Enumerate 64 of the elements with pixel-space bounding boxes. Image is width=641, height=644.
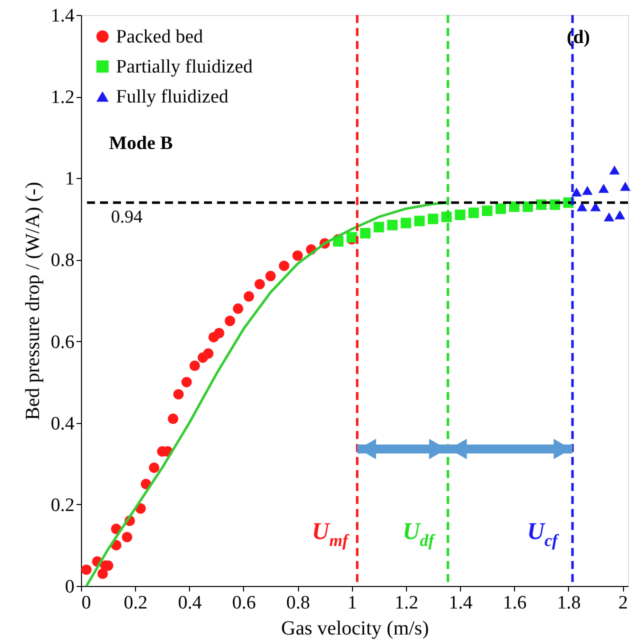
x-tick-label: 0.2 [124,592,148,614]
x-tick-label: 1.6 [502,592,527,614]
legend-label: Packed bed [116,26,204,48]
y-tick-label: 0.8 [50,250,74,272]
point [374,222,384,232]
point [604,212,614,222]
point [292,250,303,261]
point [265,270,276,282]
x-tick-label: 1 [348,592,358,614]
point [214,328,224,338]
point [590,202,601,212]
legend-label: Partially fluidized [116,56,254,78]
legend-label: Fully fluidized [116,86,229,108]
point [598,184,609,193]
point [173,389,184,400]
point [400,218,412,228]
x-tick-label: 0.4 [178,592,202,614]
point [454,210,466,220]
point [468,208,479,218]
x-axis-title: Gas velocity (m/s) [281,618,429,640]
point [482,206,492,216]
y-axis-title: Bed pressure drop / (W/A) (-) [22,182,44,420]
point [168,414,178,424]
x-tick-label: 1.4 [448,592,473,614]
y-tick-label: 1 [65,168,74,190]
point [181,376,192,388]
point [254,278,265,290]
x-tick-label: 0 [82,592,91,614]
ref-line-label: 0.94 [111,206,142,227]
point [614,210,626,220]
point [387,220,398,230]
point [81,564,92,575]
y-tick-label: 1.4 [50,6,75,26]
point [224,316,236,326]
point [148,462,160,473]
point [582,186,593,195]
y-tick-label: 0.2 [50,494,74,516]
y-tick-label: 0.6 [50,332,74,353]
point [609,165,620,175]
line-series [85,201,450,588]
x-tick-label: 1.2 [394,592,418,614]
point [495,203,506,214]
point [203,348,214,359]
point [244,291,254,302]
point [571,187,582,197]
point [278,260,290,272]
y-tick-label: 1.2 [50,87,74,108]
point [620,182,631,191]
x-tick-label: 1.8 [557,592,581,614]
point [122,532,132,542]
x-tick-label: 0.6 [232,592,256,614]
annotation: Mode B [109,133,174,154]
annotation: (d) [566,27,590,48]
y-tick-label: 0.4 [50,413,75,434]
point [97,568,108,579]
point [414,216,425,226]
point [232,303,244,314]
point [189,360,200,371]
point [360,228,371,238]
y-tick-label: 0 [65,576,74,598]
x-tick-label: 2 [618,592,628,614]
point [428,214,438,224]
x-tick-label: 0.8 [286,592,310,614]
point [576,202,588,212]
